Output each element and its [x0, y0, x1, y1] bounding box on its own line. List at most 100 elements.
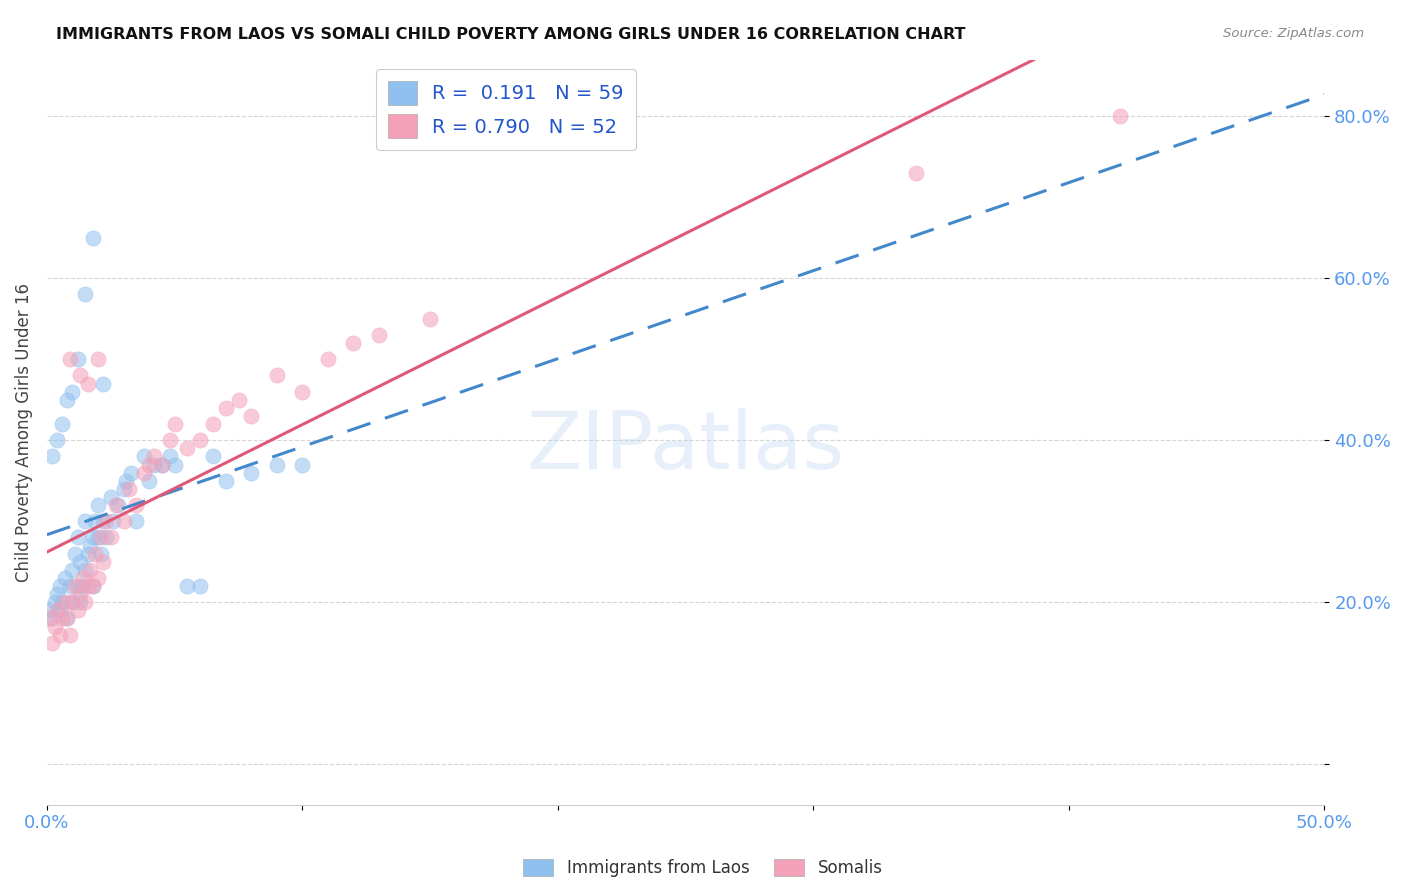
Point: [82, 231, 104, 245]
Point: [62, 595, 84, 609]
Point: [94, 514, 117, 528]
Point: [63, 579, 86, 593]
Point: [87, 530, 110, 544]
Point: [228, 392, 250, 407]
Point: [125, 514, 148, 528]
Point: [120, 466, 142, 480]
Point: [59, 352, 82, 367]
Point: [44, 595, 66, 609]
Point: [69, 595, 91, 609]
Point: [368, 328, 391, 343]
Point: [46, 434, 69, 448]
Point: [38, 611, 60, 625]
Point: [87, 352, 110, 367]
Point: [266, 458, 288, 472]
Point: [82, 530, 104, 544]
Point: [62, 595, 84, 609]
Point: [316, 352, 339, 367]
Point: [112, 514, 135, 528]
Point: [48, 627, 70, 641]
Point: [240, 466, 263, 480]
Point: [291, 458, 314, 472]
Point: [75, 514, 97, 528]
Point: [51, 611, 73, 625]
Point: [176, 442, 198, 456]
Point: [419, 311, 441, 326]
Point: [72, 579, 94, 593]
Point: [79, 539, 101, 553]
Point: [75, 563, 97, 577]
Point: [76, 376, 98, 391]
Point: [41, 611, 63, 625]
Point: [69, 555, 91, 569]
Point: [59, 579, 82, 593]
Point: [143, 458, 166, 472]
Point: [138, 474, 160, 488]
Point: [72, 571, 94, 585]
Point: [150, 458, 173, 472]
Point: [44, 619, 66, 633]
Point: [69, 368, 91, 383]
Point: [240, 409, 263, 423]
Point: [84, 514, 107, 528]
Point: [188, 434, 211, 448]
Point: [41, 636, 63, 650]
Point: [112, 482, 135, 496]
Point: [159, 450, 181, 464]
Point: [132, 450, 155, 464]
Point: [90, 547, 112, 561]
Point: [163, 458, 186, 472]
Point: [76, 579, 98, 593]
Point: [125, 498, 148, 512]
Point: [91, 555, 114, 569]
Point: [62, 563, 84, 577]
Point: [91, 514, 114, 528]
Point: [159, 434, 181, 448]
Point: [132, 466, 155, 480]
Point: [266, 368, 288, 383]
Text: ZIPatlas: ZIPatlas: [527, 408, 845, 486]
Legend: R =  0.191   N = 59, R = 0.790   N = 52: R = 0.191 N = 59, R = 0.790 N = 52: [375, 70, 636, 150]
Point: [69, 587, 91, 601]
Point: [62, 384, 84, 399]
Point: [66, 579, 89, 593]
Point: [201, 450, 224, 464]
Point: [138, 458, 160, 472]
Text: Source: ZipAtlas.com: Source: ZipAtlas.com: [1223, 27, 1364, 40]
Point: [66, 530, 89, 544]
Point: [82, 579, 104, 593]
Point: [38, 603, 60, 617]
Point: [56, 611, 79, 625]
Point: [46, 603, 69, 617]
Point: [1109, 109, 1132, 123]
Point: [201, 417, 224, 431]
Point: [904, 166, 927, 180]
Point: [215, 401, 238, 415]
Point: [188, 579, 211, 593]
Legend: Immigrants from Laos, Somalis: Immigrants from Laos, Somalis: [516, 852, 890, 884]
Point: [48, 603, 70, 617]
Point: [41, 450, 63, 464]
Point: [46, 587, 69, 601]
Text: IMMIGRANTS FROM LAOS VS SOMALI CHILD POVERTY AMONG GIRLS UNDER 16 CORRELATION CH: IMMIGRANTS FROM LAOS VS SOMALI CHILD POV…: [56, 27, 966, 42]
Point: [163, 417, 186, 431]
Point: [48, 579, 70, 593]
Point: [75, 595, 97, 609]
Point: [91, 376, 114, 391]
Point: [118, 482, 141, 496]
Point: [87, 571, 110, 585]
Point: [51, 417, 73, 431]
Point: [82, 579, 104, 593]
Point: [176, 579, 198, 593]
Point: [103, 514, 125, 528]
Point: [84, 547, 107, 561]
Point: [215, 474, 238, 488]
Point: [94, 530, 117, 544]
Point: [56, 392, 79, 407]
Point: [79, 563, 101, 577]
Point: [90, 530, 112, 544]
Point: [66, 352, 89, 367]
Point: [100, 530, 122, 544]
Point: [76, 547, 98, 561]
Point: [56, 611, 79, 625]
